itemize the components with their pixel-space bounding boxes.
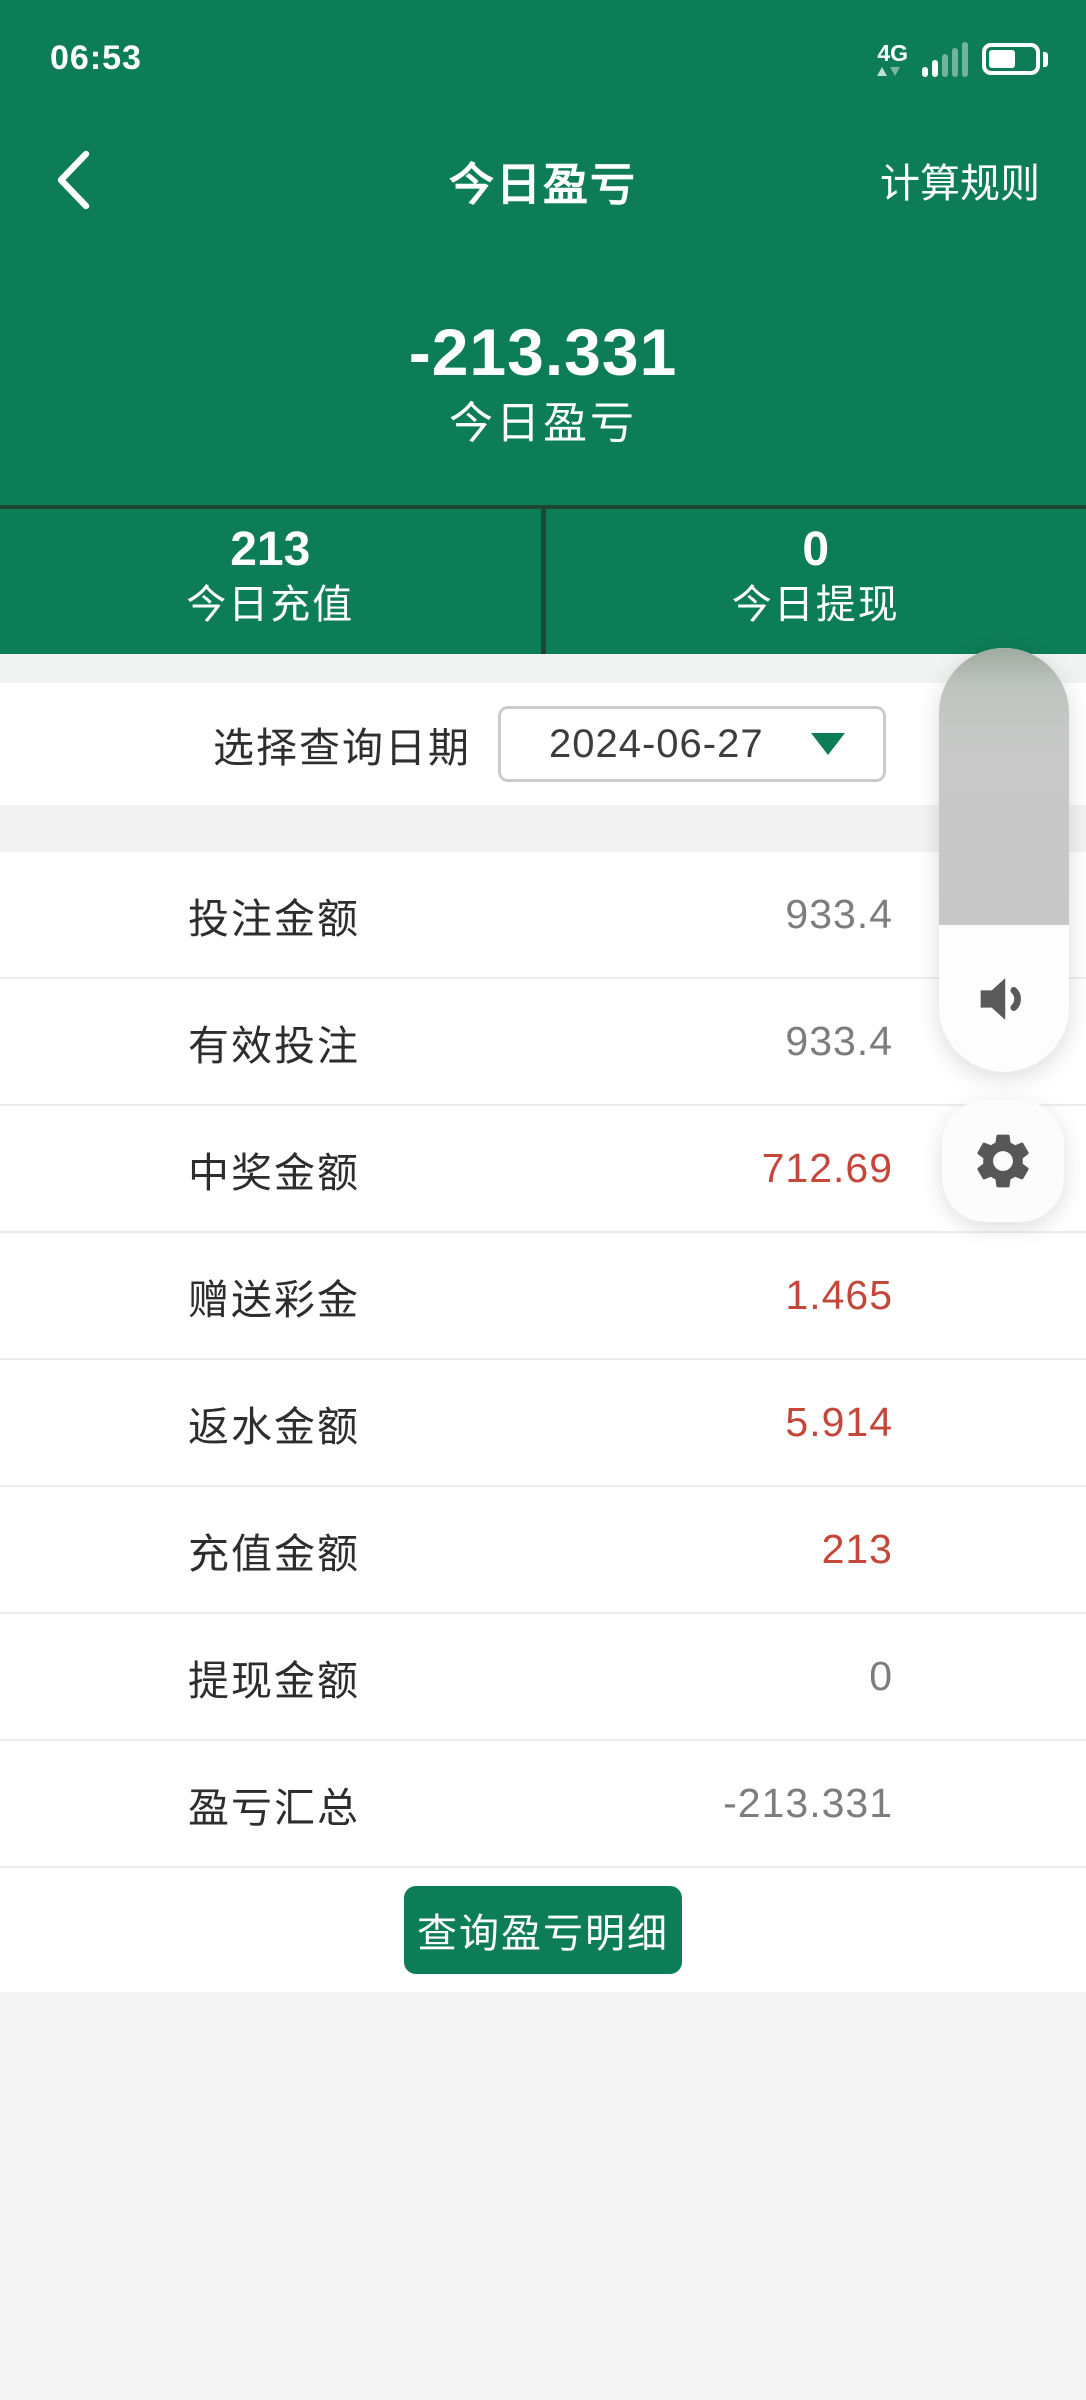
back-button[interactable] xyxy=(52,145,94,215)
row-value: 0 xyxy=(869,1653,893,1699)
amount-list: 投注金额 933.4 有效投注 933.4 中奖金额 712.69 赠送彩金 1… xyxy=(0,852,1086,1868)
chevron-down-icon xyxy=(811,733,845,755)
table-row: 盈亏汇总 -213.331 xyxy=(0,1741,1086,1868)
network-type-label: 4G xyxy=(877,40,908,66)
row-value: 213 xyxy=(821,1526,893,1572)
row-label: 提现金额 xyxy=(188,1657,360,1704)
section-gap xyxy=(0,805,1086,852)
calculation-rules-link[interactable]: 计算规则 xyxy=(880,162,1040,206)
table-row: 投注金额 933.4 xyxy=(0,852,1086,979)
status-icons: 4G xyxy=(877,33,1048,77)
today-withdraw-label: 今日提现 xyxy=(731,583,900,627)
button-row: 查询盈亏明细 xyxy=(0,1868,1086,1992)
today-deposit-label: 今日充值 xyxy=(186,583,355,627)
stats-divider xyxy=(540,509,546,654)
page-title: 今日盈亏 xyxy=(448,158,637,210)
table-row: 充值金额 213 xyxy=(0,1487,1086,1614)
row-value: -213.331 xyxy=(723,1780,893,1826)
profit-summary-hero: -213.331 今日盈亏 xyxy=(0,250,1086,505)
volume-slider[interactable] xyxy=(939,648,1069,1072)
battery-icon xyxy=(982,43,1048,75)
table-row: 提现金额 0 xyxy=(0,1614,1086,1741)
table-row: 中奖金额 712.69 xyxy=(0,1106,1086,1233)
today-deposit-stat: 213 今日充值 xyxy=(0,509,541,654)
date-select-value: 2024-06-27 xyxy=(549,721,764,766)
table-row: 有效投注 933.4 xyxy=(0,979,1086,1106)
volume-mute-button[interactable] xyxy=(939,925,1069,1072)
speaker-icon xyxy=(980,977,1021,1020)
today-profit-amount: -213.331 xyxy=(408,315,678,389)
section-gap xyxy=(0,654,1086,683)
row-label: 中奖金额 xyxy=(188,1149,360,1196)
network-indicator: 4G xyxy=(877,42,908,76)
table-row: 赠送彩金 1.465 xyxy=(0,1233,1086,1360)
row-value: 933.4 xyxy=(785,891,893,937)
signal-bars-icon xyxy=(922,41,968,77)
date-select[interactable]: 2024-06-27 xyxy=(498,706,886,782)
today-stats-band: 213 今日充值 0 今日提现 xyxy=(0,505,1086,654)
back-chevron-icon xyxy=(57,150,90,210)
today-deposit-value: 213 xyxy=(230,523,311,576)
volume-slider-fill[interactable] xyxy=(939,648,1069,925)
status-bar: 06:53 4G xyxy=(0,0,1086,110)
date-picker-label: 选择查询日期 xyxy=(213,725,471,771)
row-label: 盈亏汇总 xyxy=(188,1784,360,1831)
row-value: 1.465 xyxy=(785,1272,893,1318)
nav-bar: 今日盈亏 计算规则 xyxy=(0,110,1086,250)
today-profit-label: 今日盈亏 xyxy=(449,399,637,448)
footer-area xyxy=(0,1992,1086,2400)
today-withdraw-stat: 0 今日提现 xyxy=(546,509,1086,654)
table-row: 返水金额 5.914 xyxy=(0,1360,1086,1487)
row-value: 5.914 xyxy=(785,1399,893,1445)
row-label: 充值金额 xyxy=(188,1530,360,1577)
row-label: 返水金额 xyxy=(188,1403,360,1450)
data-arrows-icon xyxy=(877,67,901,76)
settings-button[interactable] xyxy=(942,1100,1064,1222)
row-value: 933.4 xyxy=(785,1018,893,1064)
row-label: 投注金额 xyxy=(188,895,360,942)
date-picker-row: 选择查询日期 2024-06-27 xyxy=(0,683,1086,805)
row-value: 712.69 xyxy=(761,1145,893,1191)
today-withdraw-value: 0 xyxy=(802,523,830,576)
row-label: 有效投注 xyxy=(188,1022,360,1069)
query-profit-detail-button[interactable]: 查询盈亏明细 xyxy=(404,1886,682,1974)
clock: 06:53 xyxy=(50,38,142,77)
row-label: 赠送彩金 xyxy=(188,1276,360,1323)
gear-icon xyxy=(977,1134,1029,1188)
